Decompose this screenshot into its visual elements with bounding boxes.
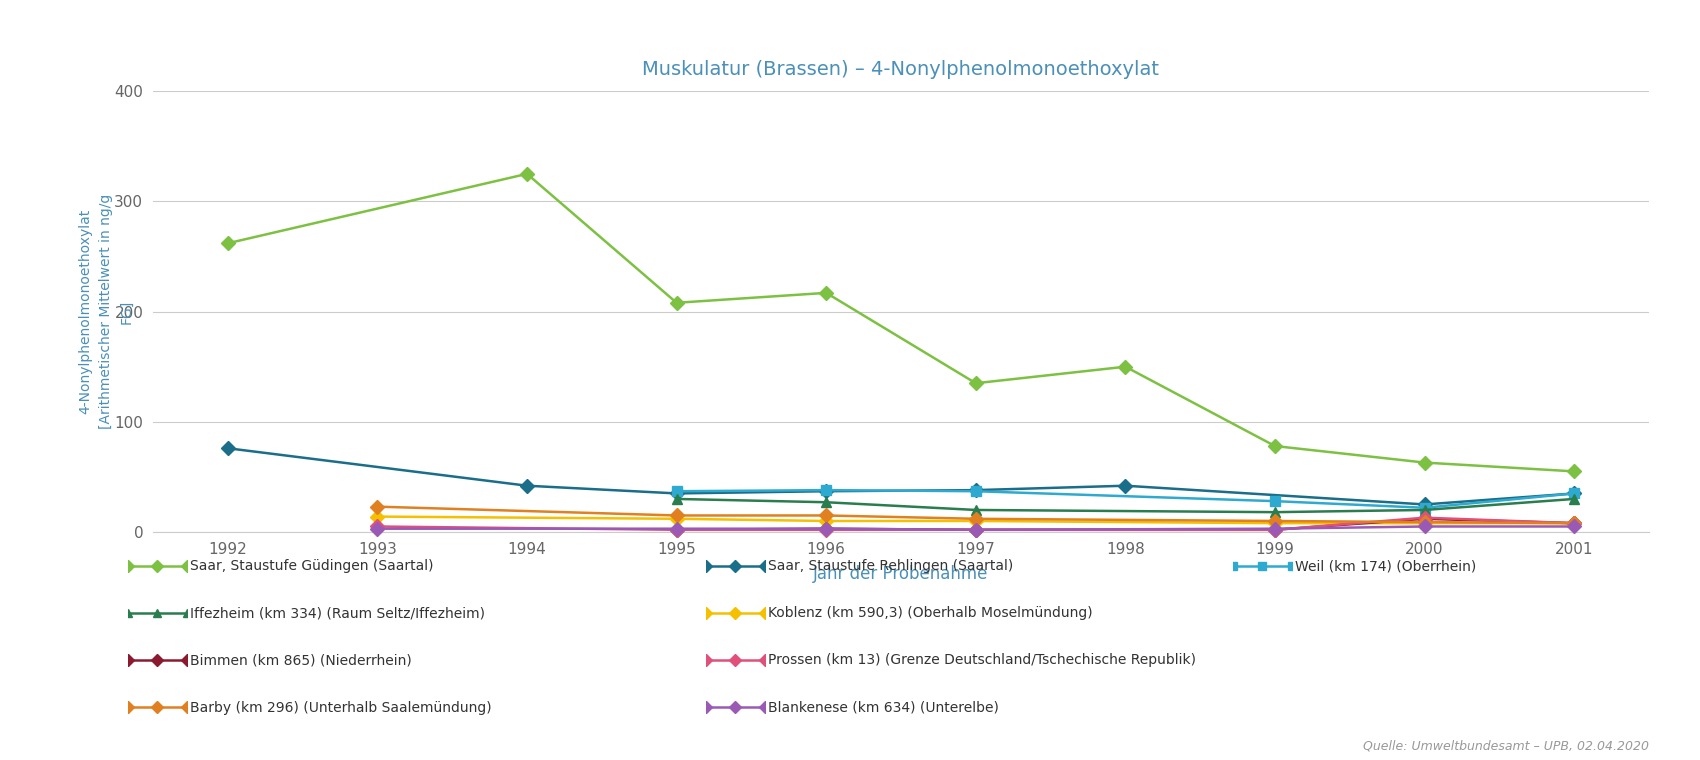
Text: Quelle: Umweltbundesamt – UPB, 02.04.2020: Quelle: Umweltbundesamt – UPB, 02.04.202… (1363, 739, 1649, 752)
Text: Koblenz (km 590,3) (Oberhalb Moselmündung): Koblenz (km 590,3) (Oberhalb Moselmündun… (768, 606, 1093, 620)
Text: Saar, Staustufe Rehlingen (Saartal): Saar, Staustufe Rehlingen (Saartal) (768, 559, 1013, 573)
Text: Weil (km 174) (Oberrhein): Weil (km 174) (Oberrhein) (1295, 559, 1477, 573)
X-axis label: Jahr der Probenahme: Jahr der Probenahme (813, 565, 989, 583)
Text: Prossen (km 13) (Grenze Deutschland/Tschechische Republik): Prossen (km 13) (Grenze Deutschland/Tsch… (768, 654, 1197, 667)
Text: Barby (km 296) (Unterhalb Saalemündung): Barby (km 296) (Unterhalb Saalemündung) (190, 701, 491, 714)
Text: Blankenese (km 634) (Unterelbe): Blankenese (km 634) (Unterelbe) (768, 701, 1000, 714)
Text: Bimmen (km 865) (Niederrhein): Bimmen (km 865) (Niederrhein) (190, 654, 411, 667)
Text: Saar, Staustufe Güdingen (Saartal): Saar, Staustufe Güdingen (Saartal) (190, 559, 434, 573)
Text: Iffezheim (km 334) (Raum Seltz/Iffezheim): Iffezheim (km 334) (Raum Seltz/Iffezheim… (190, 606, 486, 620)
Y-axis label: 4-Nonylphenolmonoethoxylat
[Arithmetischer Mittelwert in ng/g
FG]: 4-Nonylphenolmonoethoxylat [Arithmetisch… (78, 194, 134, 429)
Title: Muskulatur (Brassen) – 4-Nonylphenolmonoethoxylat: Muskulatur (Brassen) – 4-Nonylphenolmono… (643, 59, 1159, 78)
